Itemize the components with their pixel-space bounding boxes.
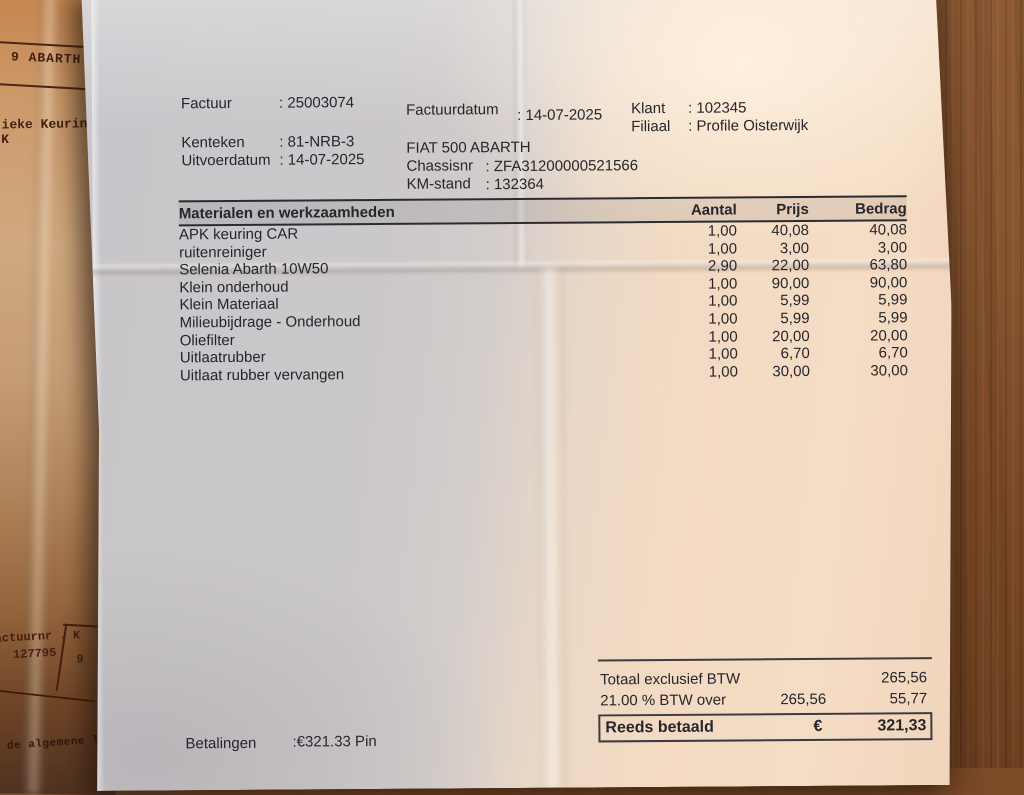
vehicle-name: FIAT 500 ABARTH <box>406 138 531 157</box>
item-aantal: 1,00 <box>708 345 738 363</box>
item-aantal: 1,00 <box>707 240 738 258</box>
column-header-prijs: Prijs <box>776 200 809 218</box>
item-aantal: 1,00 <box>707 222 737 240</box>
kmstand-value: : 132364 <box>485 175 545 194</box>
item-aantal: 1,00 <box>708 292 738 311</box>
item-prijs: 20,00 <box>772 327 810 345</box>
invoice-sheet: Factuur : 25003074 Factuurdatum : 14-07-… <box>81 0 955 791</box>
kmstand-label: KM-stand <box>406 175 471 193</box>
totals-divider <box>598 657 932 661</box>
item-aantal: 1,00 <box>708 363 738 381</box>
factuur-label: Factuur <box>180 94 232 113</box>
item-prijs: 5,99 <box>780 292 810 310</box>
item-prijs: 3,00 <box>779 239 810 257</box>
column-header-bedrag: Bedrag <box>855 199 907 218</box>
subtotal-label: Totaal exclusief BTW <box>599 670 741 689</box>
paid-value: 321,33 <box>877 717 927 735</box>
chassisnr-value: : ZFA31200000521566 <box>485 157 639 176</box>
printout-vehicle-text: 9 ABARTH <box>10 49 82 68</box>
invoice-sheet-wrap: Factuur : 25003074 Factuurdatum : 14-07-… <box>84 0 952 788</box>
item-bedrag: 6,70 <box>878 344 908 362</box>
item-bedrag: 90,00 <box>869 274 908 292</box>
item-bedrag: 30,00 <box>870 362 908 380</box>
vat-value: 55,77 <box>889 690 928 708</box>
kenteken-value: : 81-NRB-3 <box>279 133 355 151</box>
item-prijs: 6,70 <box>780 345 810 363</box>
printout-partial-char: K <box>1 131 10 148</box>
item-bedrag: 40,08 <box>869 221 907 239</box>
betalingen-label: Betalingen <box>185 734 257 753</box>
paid-label: Reeds betaald <box>605 718 714 737</box>
item-bedrag: 3,00 <box>877 238 908 257</box>
filiaal-label: Filiaal <box>631 117 671 136</box>
vat-row: 21.00 % BTW over 265,56 55,77 <box>600 690 927 709</box>
betalingen-value: :€321.33 Pin <box>292 732 377 751</box>
column-header-aantal: Aantal <box>690 200 737 219</box>
item-aantal: 1,00 <box>708 310 738 328</box>
line-items-table: APK keuring CAR 1,00 40,08 40,08 ruitenrein… <box>179 221 908 384</box>
filiaal-value: : Profile Oisterwijk <box>688 116 809 135</box>
vat-label: 21.00 % BTW over <box>600 691 727 710</box>
printout-klant-partial: K <box>72 628 81 643</box>
uitvoerdatum-value: : 14-07-2025 <box>279 151 365 169</box>
item-bedrag: 5,99 <box>878 309 908 327</box>
printout-factuurnr-label: -Factuurnr . <box>0 628 67 647</box>
item-prijs: 22,00 <box>771 257 810 275</box>
item-bedrag: 20,00 <box>870 326 908 345</box>
printout-keuring-text: ieke Keuring <box>1 116 96 133</box>
item-prijs: 30,00 <box>772 362 810 380</box>
euro-currency-symbol: € <box>813 717 823 735</box>
factuurdatum-label: Factuurdatum <box>406 101 499 119</box>
paper-edge-highlight <box>91 0 105 791</box>
item-aantal: 2,90 <box>707 257 738 275</box>
item-prijs: 5,99 <box>780 309 810 328</box>
factuurdatum-value: : 14-07-2025 <box>517 106 603 124</box>
kenteken-label: Kenteken <box>181 133 245 152</box>
column-header-materials: Materialen en werkzaamheden <box>178 203 395 222</box>
printout-klant-partial2: 9 <box>76 652 84 667</box>
klant-value: : 102345 <box>687 99 747 117</box>
subtotal-row: Totaal exclusief BTW 265,56 <box>600 669 927 688</box>
printout-factuurnr-block: -Factuurnr . 127795 <box>0 628 68 663</box>
item-aantal: 1,00 <box>708 275 738 293</box>
chassisnr-label: Chassisnr <box>406 157 474 175</box>
klant-label: Klant <box>631 99 666 118</box>
item-prijs: 40,08 <box>771 221 809 240</box>
item-name: Uitlaat rubber vervangen <box>179 365 345 385</box>
item-bedrag: 5,99 <box>878 291 908 309</box>
printout-box-bottomline <box>0 686 96 703</box>
factuur-value: : 25003074 <box>278 94 355 112</box>
uitvoerdatum-label: Uitvoerdatum <box>181 151 271 170</box>
item-aantal: 1,00 <box>708 328 738 346</box>
item-prijs: 90,00 <box>771 274 810 293</box>
table-row: Uitlaat rubber vervangen 1,00 30,00 30,00 <box>180 362 908 385</box>
vat-base: 265,56 <box>780 690 827 709</box>
item-bedrag: 63,80 <box>869 256 908 274</box>
paid-total-box: Reeds betaald € 321,33 <box>598 712 932 742</box>
subtotal-value: 265,56 <box>881 669 928 687</box>
